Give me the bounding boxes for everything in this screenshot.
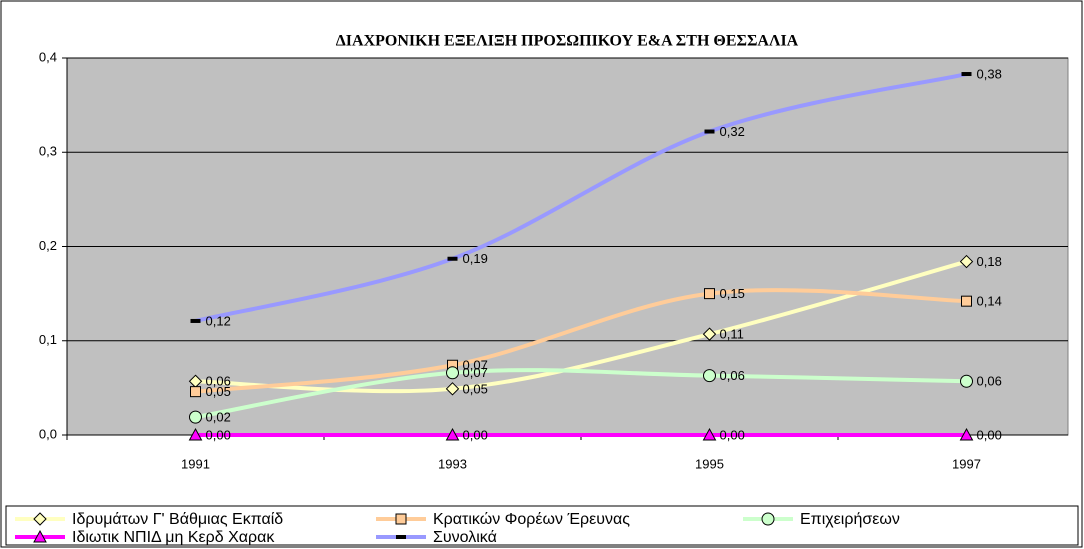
- marker: [704, 129, 715, 134]
- marker: [961, 72, 972, 77]
- marker: [961, 295, 972, 307]
- data-label: 0,06: [977, 374, 1002, 389]
- y-tick-label: 0,2: [39, 238, 57, 253]
- legend-label: Κρατικών Φορέων Έρευνας: [433, 511, 630, 528]
- data-label: 0,38: [977, 66, 1002, 81]
- data-label: 0,05: [463, 381, 488, 396]
- marker: [445, 427, 460, 441]
- data-label: 0,06: [720, 368, 745, 383]
- marker: [704, 288, 715, 300]
- legend-marker: [396, 535, 406, 539]
- data-label: 0,00: [720, 427, 745, 442]
- series-line: [195, 288, 967, 394]
- marker: [190, 386, 201, 398]
- data-label: 0,05: [206, 384, 231, 399]
- x-tick-label: 1993: [438, 456, 467, 471]
- marker: [447, 256, 458, 261]
- marker: [960, 374, 973, 388]
- data-label: 0,32: [720, 124, 745, 139]
- data-label: 0,14: [977, 294, 1002, 309]
- data-label: 0,12: [206, 313, 231, 328]
- marker: [188, 427, 203, 441]
- data-label: 0,00: [463, 427, 488, 442]
- data-label: 0,00: [977, 427, 1002, 442]
- series-line: [195, 72, 967, 323]
- marker: [703, 369, 716, 383]
- x-tick-label: 1995: [695, 456, 724, 471]
- chart-title: ΔΙΑΧΡΟΝΙΚΗ ΕΞΕΛΙΞΗ ΠΡΟΣΩΠΙΚΟΥ Ε&Α ΣΤΗ ΘΕ…: [336, 33, 799, 50]
- legend-marker: [33, 512, 47, 526]
- legend-label: Επιχειρήσεων: [800, 511, 900, 528]
- data-label: 0,07: [463, 358, 488, 373]
- data-label: 0,11: [720, 327, 744, 342]
- legend-box: [5, 505, 1079, 546]
- marker: [702, 427, 717, 441]
- x-tick-label: 1991: [181, 456, 210, 471]
- legend-marker: [395, 513, 407, 525]
- x-tick-label: 1997: [952, 456, 981, 471]
- marker: [959, 254, 974, 269]
- data-label: 0,15: [720, 286, 745, 301]
- marker: [702, 327, 717, 341]
- marker: [445, 382, 460, 396]
- marker: [959, 427, 974, 441]
- y-tick-label: 0,3: [39, 144, 57, 159]
- y-tick-label: 0,4: [39, 49, 57, 64]
- data-label: 0,18: [977, 254, 1002, 269]
- marker: [190, 318, 201, 323]
- legend-label: Ιδρυμάτων Γ' Βάθμιας Εκπαίδ: [72, 511, 283, 528]
- data-label: 0,19: [463, 251, 488, 266]
- marker: [189, 410, 202, 424]
- y-tick-label: 0,0: [39, 426, 57, 441]
- legend-label: Ιδιωτικ ΝΠΙΔ μη Κερδ Χαρακ: [72, 529, 275, 546]
- legend-marker: [761, 512, 775, 526]
- legend-label: Συνολικά: [433, 529, 497, 546]
- series-line: [195, 368, 967, 420]
- data-label: 0,02: [206, 410, 231, 425]
- data-label: 0,00: [206, 427, 231, 442]
- legend-marker: [33, 529, 47, 543]
- data-label: 0,07: [463, 365, 488, 380]
- y-tick-label: 0,1: [39, 332, 57, 347]
- data-label: 0,06: [206, 374, 231, 389]
- marker: [446, 366, 459, 380]
